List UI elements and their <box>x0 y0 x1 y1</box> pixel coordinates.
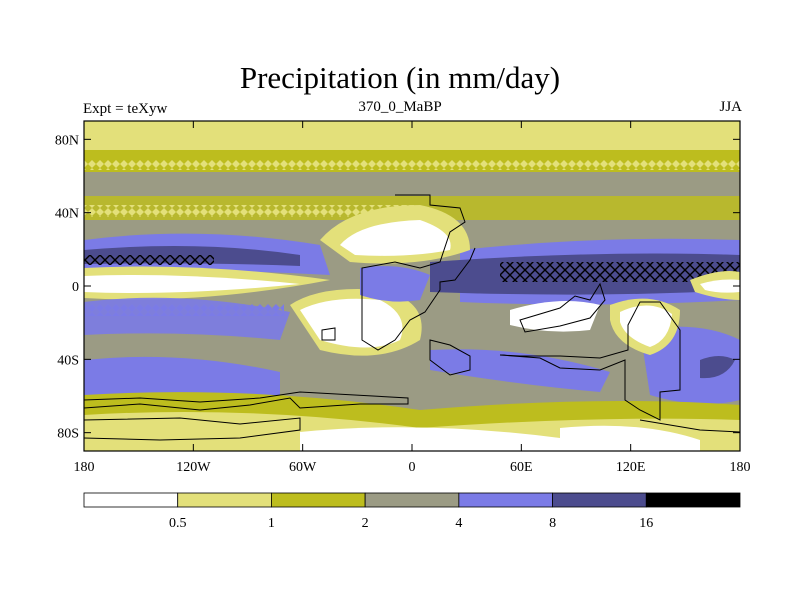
coastlines <box>83 194 741 441</box>
colorbar-label: 2 <box>362 516 369 531</box>
x-tick-label: 0 <box>409 460 416 475</box>
x-axis: 180 120W 60W 0 60E 120E 180 <box>74 121 751 475</box>
x-tick-label: 120E <box>616 460 646 475</box>
colorbar-swatch <box>552 492 647 508</box>
colorbar-swatch <box>645 492 741 508</box>
colorbar-label: 8 <box>549 516 556 531</box>
y-tick-label: 80S <box>57 427 79 442</box>
colorbar-swatch <box>83 492 179 508</box>
colorbar-label: 16 <box>639 516 653 531</box>
colorbar-label: 4 <box>455 516 462 531</box>
y-tick-label: 0 <box>72 280 79 295</box>
colorbar-label: 1 <box>268 516 275 531</box>
y-axis: 80N 40N 0 40S 80S <box>55 133 740 442</box>
colorbar-label: 0.5 <box>169 516 187 531</box>
chart-title: Precipitation (in mm/day) <box>239 60 561 95</box>
x-tick-label: 120W <box>176 460 211 475</box>
x-tick-label: 180 <box>74 460 95 475</box>
colorbar: 0.5 1 2 4 8 16 <box>83 492 741 531</box>
colorbar-swatch <box>364 492 460 508</box>
y-tick-label: 40S <box>57 353 79 368</box>
x-tick-label: 60W <box>289 460 317 475</box>
precipitation-field <box>84 121 740 451</box>
experiment-label: Expt = teXyw <box>83 101 168 117</box>
y-tick-label: 80N <box>55 133 79 148</box>
period-label: 370_0_MaBP <box>358 99 442 115</box>
colorbar-swatch <box>458 492 553 508</box>
colorbar-swatch <box>177 492 272 508</box>
colorbar-swatch <box>271 492 366 508</box>
season-label: JJA <box>719 99 742 115</box>
x-tick-label: 60E <box>510 460 533 475</box>
x-tick-label: 180 <box>730 460 751 475</box>
y-tick-label: 40N <box>55 207 79 222</box>
